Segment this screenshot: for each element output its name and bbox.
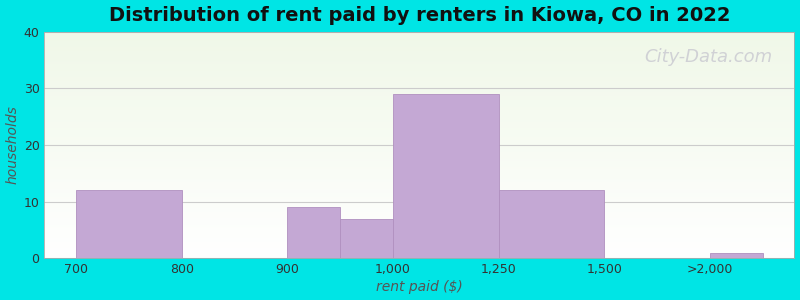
Title: Distribution of rent paid by renters in Kiowa, CO in 2022: Distribution of rent paid by renters in … [109,6,730,25]
Y-axis label: households: households [6,106,19,184]
Bar [498,190,604,258]
Bar [287,207,340,258]
Bar [710,253,762,258]
X-axis label: rent paid ($): rent paid ($) [376,280,463,294]
Bar [340,219,393,258]
Bar [393,94,498,258]
Bar [76,190,182,258]
Text: City-Data.com: City-Data.com [644,47,772,65]
